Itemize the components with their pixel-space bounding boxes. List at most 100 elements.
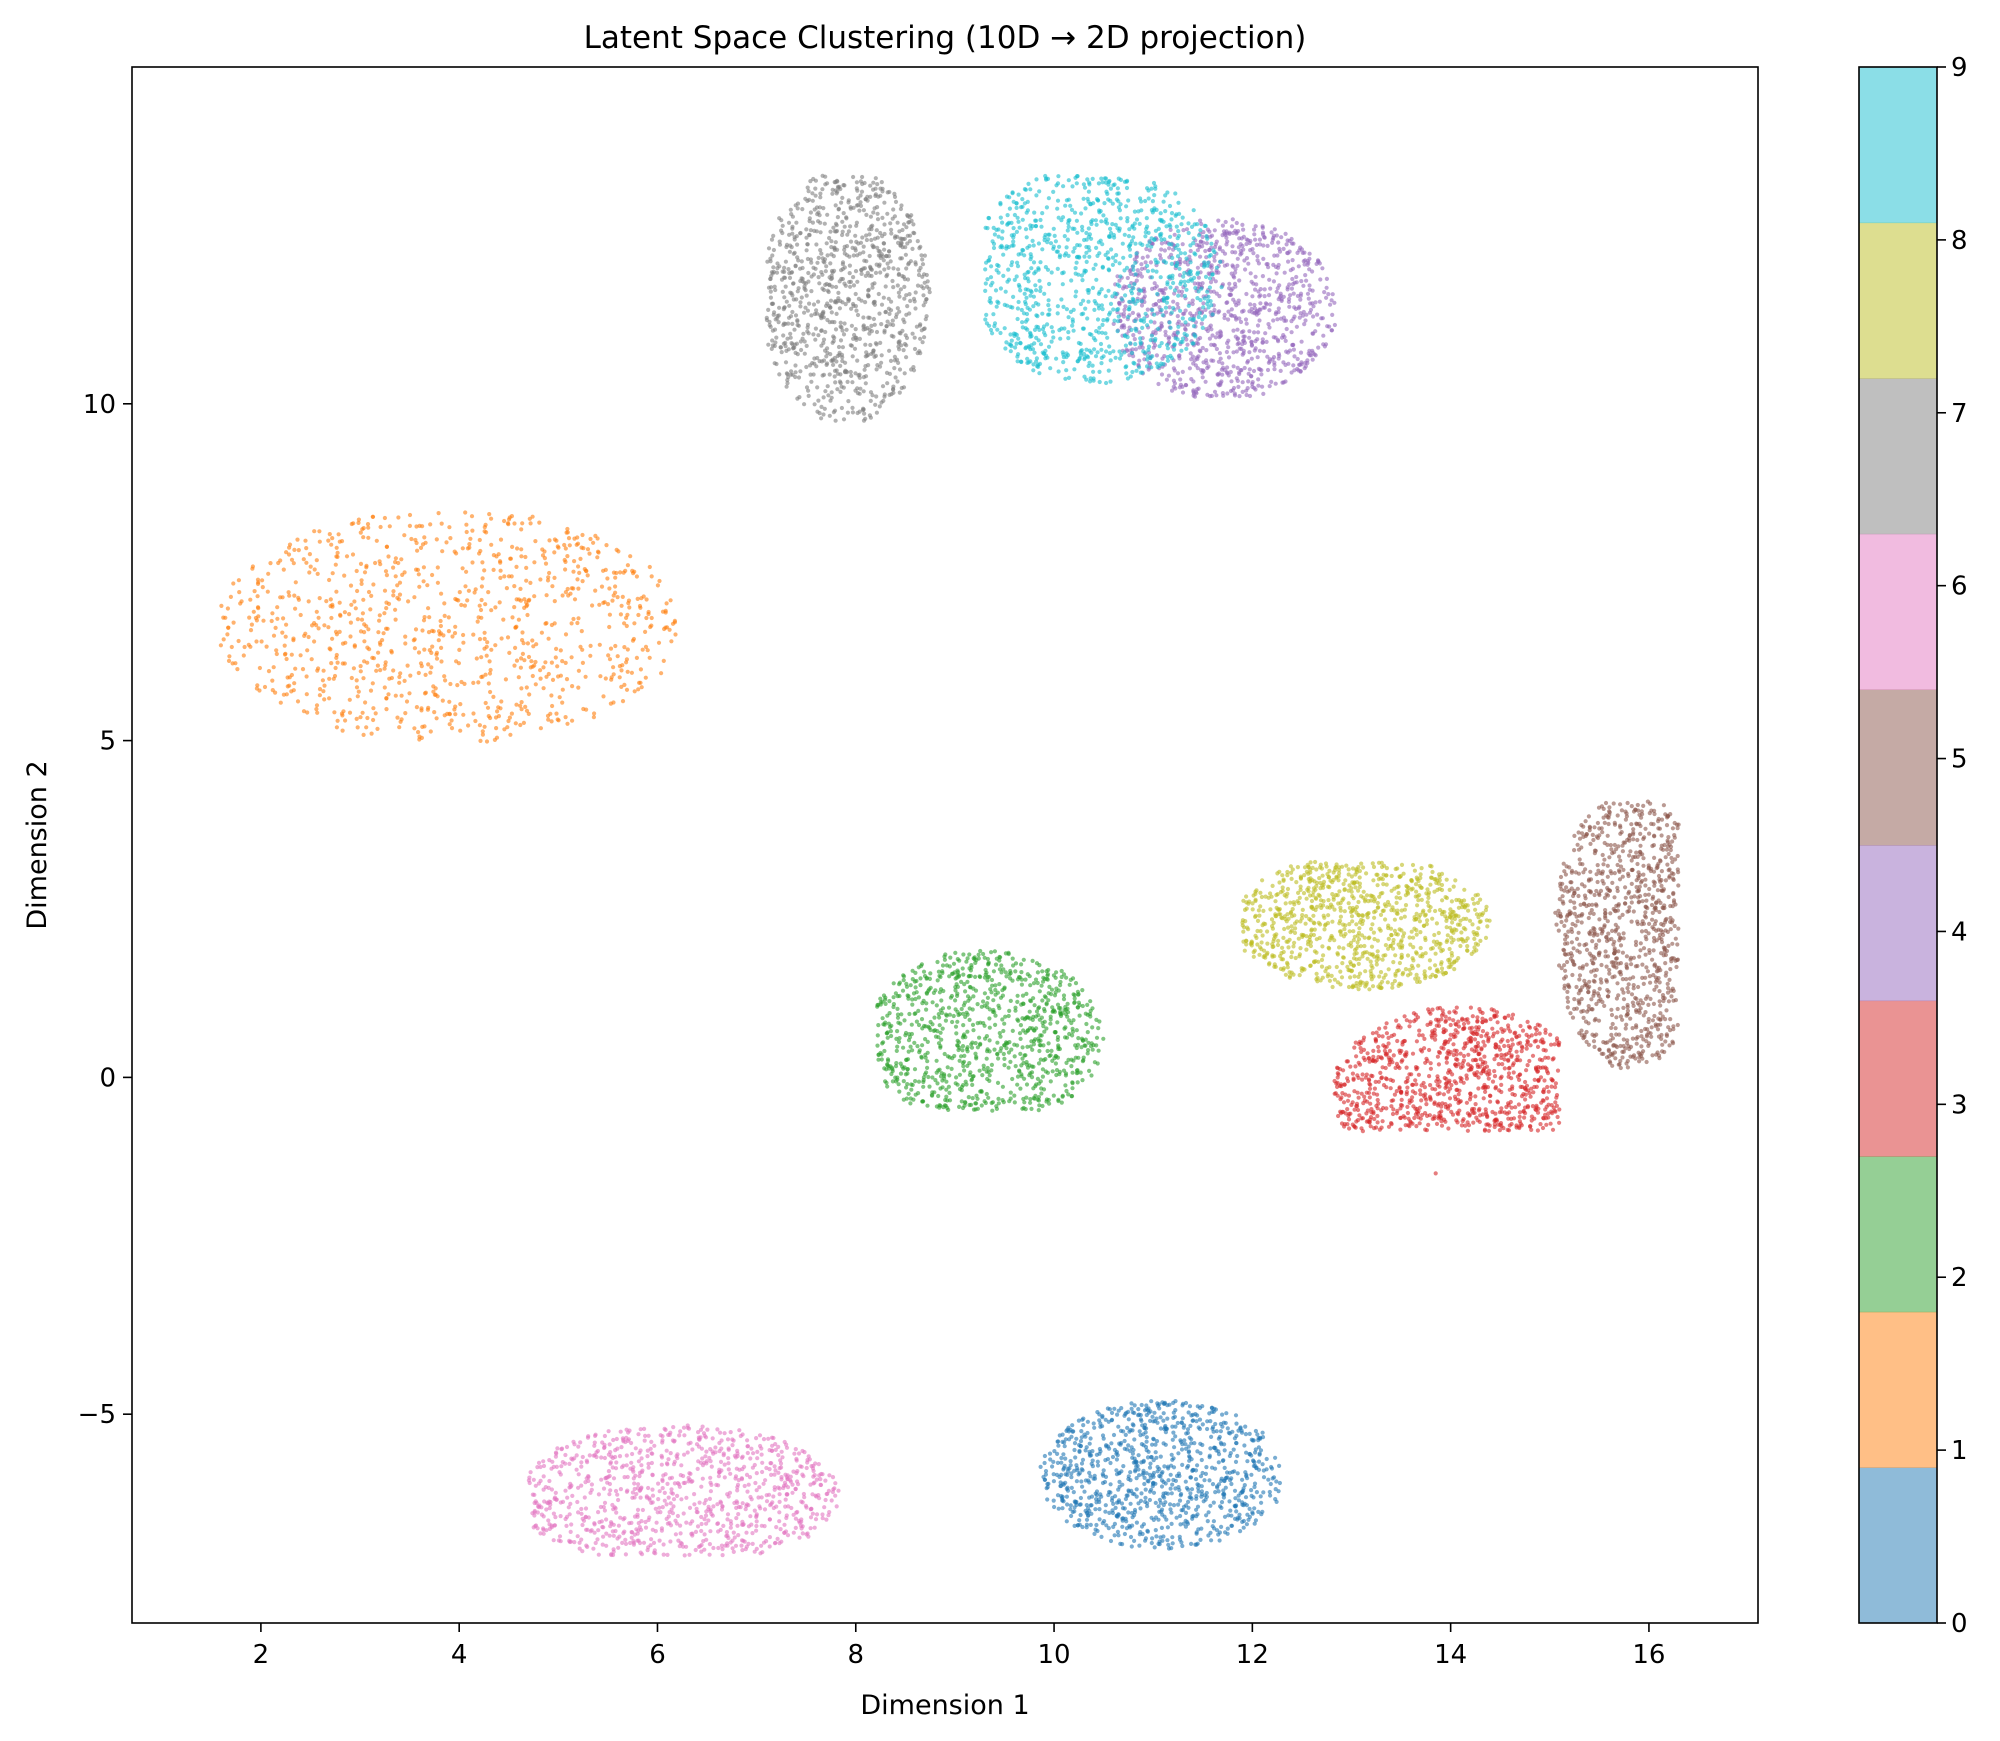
scatter-point xyxy=(1261,243,1266,248)
scatter-point xyxy=(1473,1102,1478,1107)
scatter-point xyxy=(625,647,630,652)
scatter-point xyxy=(1525,1019,1530,1024)
scatter-point xyxy=(1480,1020,1485,1025)
scatter-point xyxy=(467,545,472,550)
scatter-point xyxy=(1480,1062,1485,1067)
scatter-point xyxy=(1078,1070,1083,1075)
scatter-point xyxy=(1166,336,1171,341)
scatter-point xyxy=(908,1101,913,1106)
scatter-point xyxy=(1216,1460,1221,1465)
scatter-point xyxy=(1176,1451,1181,1456)
scatter-point xyxy=(280,595,285,600)
scatter-point xyxy=(1139,262,1144,267)
scatter-point xyxy=(895,1012,901,1017)
scatter-point xyxy=(1088,1044,1094,1049)
scatter-point xyxy=(347,697,352,702)
scatter-point xyxy=(1015,1082,1020,1087)
scatter-point xyxy=(1147,1465,1153,1470)
scatter-point xyxy=(1216,1482,1222,1487)
scatter-point xyxy=(1549,1077,1554,1082)
scatter-point xyxy=(936,969,942,974)
scatter-point xyxy=(940,963,946,968)
scatter-point xyxy=(1061,1481,1066,1486)
scatter-point xyxy=(973,1101,978,1106)
scatter-point xyxy=(546,636,551,641)
scatter-point xyxy=(576,616,581,621)
scatter-point xyxy=(281,616,286,621)
scatter-point xyxy=(1008,1090,1013,1095)
scatter-point xyxy=(627,605,632,610)
scatter-point xyxy=(1211,1519,1216,1524)
scatter-point xyxy=(1070,1086,1075,1091)
scatter-point xyxy=(309,657,314,662)
scatter-point xyxy=(361,676,366,681)
scatter-point xyxy=(1056,1097,1061,1102)
scatter-point xyxy=(524,600,529,605)
scatter-point xyxy=(1236,245,1241,250)
scatter-point xyxy=(1050,1058,1055,1063)
scatter-point xyxy=(601,600,606,606)
scatter-point xyxy=(1072,1441,1078,1446)
scatter-point xyxy=(1076,1418,1081,1423)
scatter-point xyxy=(463,510,468,515)
scatter-point xyxy=(1263,331,1268,336)
scatter-point xyxy=(456,598,461,603)
scatter-point xyxy=(930,1022,935,1027)
scatter-point xyxy=(1554,1103,1559,1108)
scatter-point xyxy=(503,677,508,682)
scatter-point xyxy=(1033,1093,1038,1098)
scatter-point xyxy=(576,668,582,673)
scatter-point xyxy=(405,663,410,668)
scatter-point xyxy=(498,706,503,711)
scatter-point xyxy=(906,1091,911,1096)
scatter-point xyxy=(1085,1510,1090,1515)
scatter-point xyxy=(984,1056,989,1061)
scatter-point xyxy=(391,565,396,570)
scatter-point xyxy=(266,571,271,576)
scatter-point xyxy=(1388,1086,1393,1091)
scatter-point xyxy=(1275,317,1280,322)
scatter-point xyxy=(1006,1013,1011,1019)
scatter-point xyxy=(444,540,449,545)
scatter-point xyxy=(1241,234,1246,239)
scatter-point xyxy=(1107,1407,1112,1412)
scatter-point xyxy=(1074,1479,1079,1484)
scatter-point xyxy=(391,593,396,598)
scatter-point xyxy=(1260,1435,1266,1440)
scatter-point xyxy=(1199,221,1204,227)
scatter-point xyxy=(356,689,361,694)
scatter-point xyxy=(1028,999,1034,1004)
scatter-point xyxy=(1034,1009,1040,1014)
scatter-point xyxy=(656,640,662,645)
scatter-point xyxy=(986,1095,991,1100)
scatter-point xyxy=(554,646,559,652)
scatter-point xyxy=(1276,356,1281,361)
scatter-point xyxy=(1244,291,1249,297)
scatter-point xyxy=(1423,1092,1428,1097)
scatter-point xyxy=(1078,1495,1083,1501)
scatter-point xyxy=(1275,286,1280,291)
scatter-point xyxy=(1329,298,1334,303)
scatter-point xyxy=(970,1022,976,1027)
scatter-point xyxy=(1406,1123,1411,1128)
scatter-point xyxy=(1426,1122,1431,1127)
scatter-point xyxy=(1169,1510,1174,1515)
scatter-point xyxy=(286,590,291,595)
scatter-point xyxy=(1169,1546,1174,1551)
scatter-point xyxy=(1552,1042,1557,1047)
scatter-point xyxy=(1103,1417,1108,1422)
scatter-point xyxy=(1325,324,1330,329)
scatter-point xyxy=(1245,1476,1250,1481)
scatter-point xyxy=(1297,304,1302,309)
scatter-point xyxy=(1398,1115,1403,1120)
scatter-point xyxy=(1206,1510,1211,1515)
scatter-point xyxy=(1050,1069,1055,1074)
scatter-point xyxy=(955,1082,960,1087)
scatter-point xyxy=(1159,1484,1165,1489)
scatter-point xyxy=(358,669,363,674)
scatter-point xyxy=(1352,1045,1357,1050)
scatter-point xyxy=(1316,259,1321,264)
scatter-point xyxy=(1527,1091,1532,1096)
scatter-point xyxy=(480,674,485,679)
scatter-point xyxy=(356,520,361,526)
